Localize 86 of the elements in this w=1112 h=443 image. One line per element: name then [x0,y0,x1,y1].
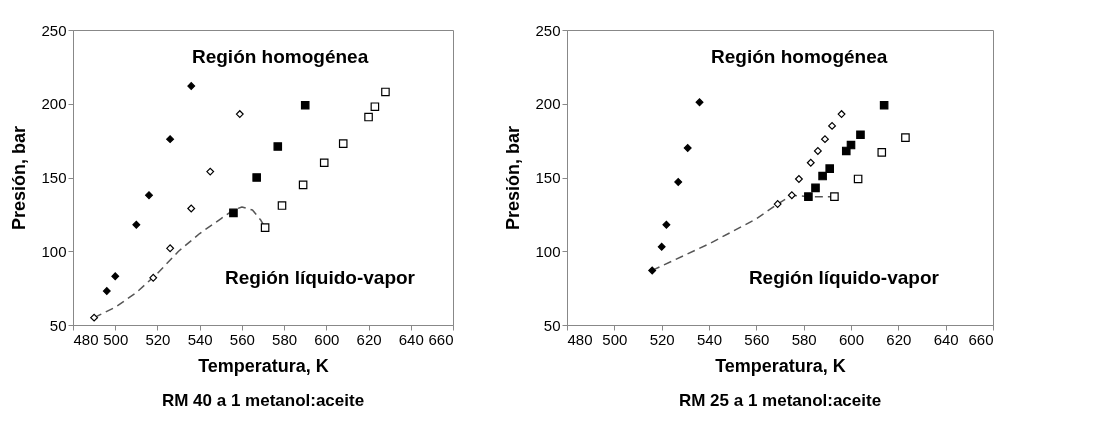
point [828,121,837,130]
point [877,148,887,157]
point [166,135,175,144]
point [787,191,796,200]
point [111,272,120,281]
x-tick-label: 640 [933,330,959,348]
point [674,177,683,186]
text: RM 40 a 1 metanol:aceite [161,391,365,410]
point [319,158,329,168]
point [206,167,215,176]
point [300,100,310,110]
point [273,142,283,151]
point [338,139,348,148]
point [830,192,839,201]
x-tick-label: 560 [744,330,770,348]
point [102,287,111,296]
point [132,220,141,229]
point [821,135,829,144]
point [187,82,196,90]
point [879,100,889,110]
x-tick-label: 480 [73,330,99,348]
x-tick-label: 660 [428,330,454,348]
point [648,266,657,275]
point [695,98,704,107]
point [166,244,175,253]
point [806,158,815,167]
point [235,110,244,119]
point [825,164,835,173]
point [662,220,671,229]
point [149,273,158,282]
y-tick-label: 150 [535,169,561,186]
annotation: Región líquido-vapor [225,266,416,288]
x-tick-label: 500 [103,330,129,348]
x-tick-label: 660 [968,330,994,348]
point [683,144,692,152]
annotation: Región homogénea [191,45,369,67]
point [381,87,390,97]
y-tick-label: 100 [535,242,561,260]
x-tick-label: 520 [649,330,675,348]
y-tick-label: 100 [41,242,67,260]
y-tick-label: 50 [543,316,561,334]
x-tick-label: 620 [886,330,912,348]
x-tick-label: 480 [567,330,593,348]
x-tick-label: 500 [602,330,628,348]
point [90,313,99,322]
y-tick-label: 250 [535,21,561,39]
x-tick-label: 560 [229,330,255,348]
x-tick-label: 580 [272,330,298,348]
y-tick-label: 250 [41,21,67,39]
point [260,223,270,232]
y-tick-label: 150 [41,169,67,186]
x-tick-label: 620 [356,330,382,348]
y-axis-title: Presión, bar [9,125,30,231]
point [804,192,813,201]
point [252,173,261,182]
annotation: Región homogénea [711,45,888,67]
x-axis-title: Temperatura, K [715,355,846,376]
point [229,208,238,218]
x-tick-label: 580 [791,330,817,348]
point [187,204,196,213]
point [837,110,846,119]
point [813,147,822,155]
x-tick-label: 540 [187,330,213,348]
text: RM 25 a 1 metanol:aceite [678,391,882,410]
point [856,130,865,140]
point [145,191,153,200]
annotation: Región líquido-vapor [748,266,940,288]
point [370,102,380,112]
point [277,201,287,210]
point [901,133,910,142]
y-tick-label: 200 [535,95,561,113]
x-axis-title: Temperatura, K [198,355,329,376]
point [811,183,820,193]
point [794,175,803,183]
y-axis-title: Presión, bar [503,125,524,231]
point [657,242,666,251]
y-tick-label: 50 [49,316,67,334]
point [773,200,782,208]
x-tick-label: 540 [696,330,723,348]
x-tick-label: 600 [838,330,865,348]
x-tick-label: 640 [398,330,424,348]
x-tick-label: 600 [314,330,340,348]
point [818,171,827,181]
y-tick-label: 200 [41,95,67,113]
x-tick-label: 520 [145,330,171,348]
point [364,112,373,122]
